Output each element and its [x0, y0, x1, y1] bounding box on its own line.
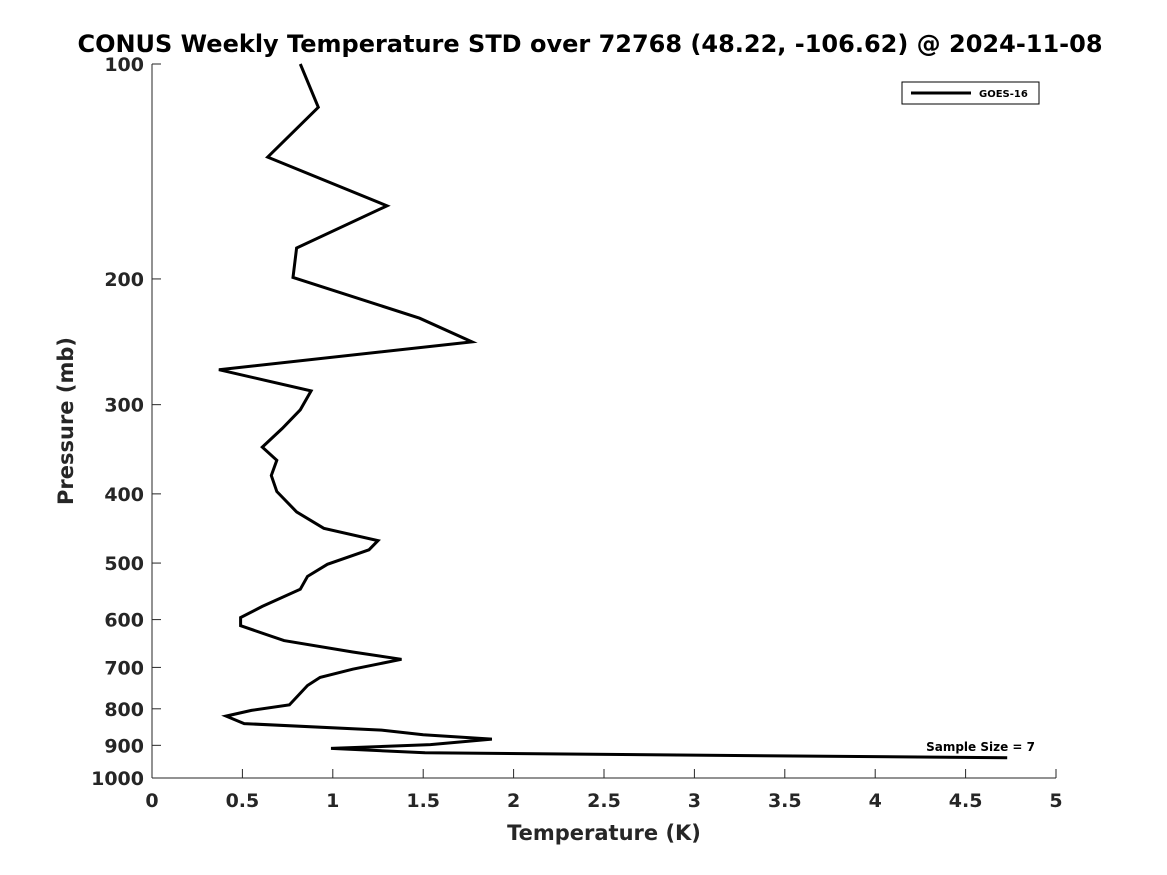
series-line-goes-16	[218, 63, 1008, 760]
y-axis-ticks: 100 200 300 400 500 600 700 800 900 1000	[91, 54, 161, 790]
x-tick-label: 1	[326, 790, 339, 812]
x-tick-label: 0.5	[226, 790, 260, 812]
x-tick-label: 3	[688, 790, 701, 812]
y-tick-label: 100	[104, 54, 144, 76]
y-tick-label: 1000	[91, 768, 144, 790]
x-tick-label: 5	[1049, 790, 1062, 812]
x-tick-label: 4.5	[949, 790, 983, 812]
x-axis-ticks: 0 0.5 1 1.5 2 2.5 3 3.5 4 4.5 5	[145, 769, 1063, 812]
sample-size-annotation: Sample Size = 7	[926, 740, 1035, 754]
y-axis-label: Pressure (mb)	[54, 337, 78, 505]
x-axis-label: Temperature (K)	[507, 821, 701, 845]
legend: GOES-16	[901, 81, 1040, 105]
y-tick-label: 300	[104, 395, 144, 417]
x-tick-label: 2.5	[587, 790, 621, 812]
legend-entry-goes-16: GOES-16	[979, 89, 1028, 100]
series-layer	[218, 63, 1008, 760]
x-tick-label: 2	[507, 790, 520, 812]
x-tick-label: 3.5	[768, 790, 802, 812]
chart-title: CONUS Weekly Temperature STD over 72768 …	[77, 30, 1102, 58]
y-tick-label: 500	[104, 553, 144, 575]
x-tick-label: 4	[869, 790, 882, 812]
y-tick-label: 400	[104, 484, 144, 506]
y-tick-label: 900	[104, 735, 144, 757]
y-tick-label: 800	[104, 699, 144, 721]
x-tick-label: 1.5	[406, 790, 440, 812]
x-tick-label: 0	[145, 790, 158, 812]
y-tick-label: 600	[104, 610, 144, 632]
y-tick-label: 700	[104, 657, 144, 679]
y-tick-label: 200	[104, 269, 144, 291]
